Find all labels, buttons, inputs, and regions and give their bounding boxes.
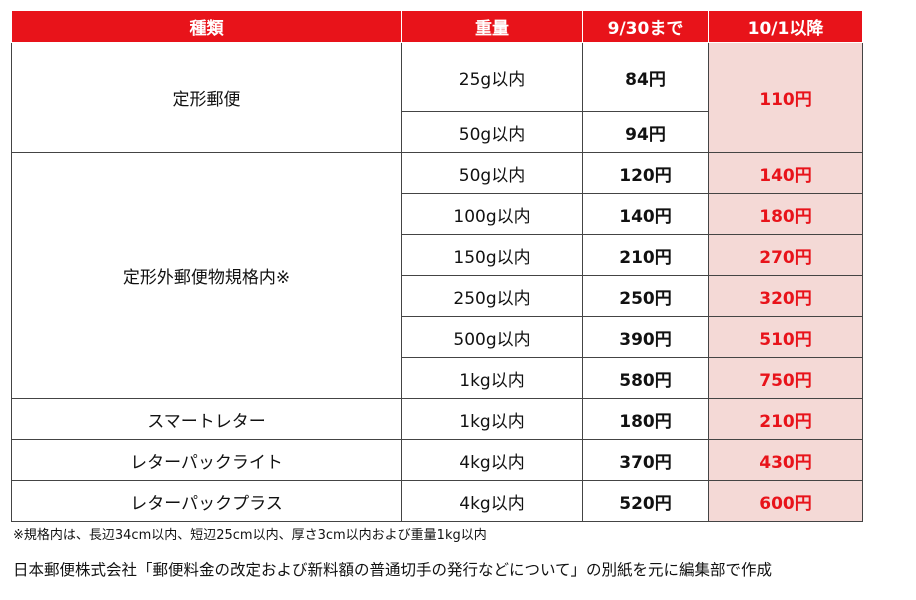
table-row: 1kg以内 580円 750円: [12, 357, 863, 399]
weight-cell: 4kg以内: [401, 480, 583, 522]
table-row: スマートレター 1kg以内 180円 210円: [11, 398, 863, 440]
weight-cell: 50g以内: [401, 111, 583, 153]
weight-cell: 1kg以内: [401, 357, 583, 399]
postage-rate-table: 種類 重量 9/30まで 10/1以降 定形郵便 25g以内 84円 110円 …: [11, 10, 863, 522]
old-price-cell: 84円: [582, 42, 709, 112]
table-row: レターパックライト 4kg以内 370円 430円: [11, 439, 863, 481]
type-cell: スマートレター: [11, 398, 402, 440]
weight-cell: 500g以内: [401, 316, 583, 358]
table-row: 500g以内 390円 510円: [12, 316, 863, 358]
new-price-cell: 270円: [708, 234, 863, 276]
old-price-cell: 140円: [582, 193, 709, 235]
new-price-cell: 750円: [708, 357, 863, 399]
new-price-cell: 320円: [708, 275, 863, 317]
new-price-cell: 510円: [708, 316, 863, 358]
new-price-cell: 600円: [708, 480, 863, 522]
old-price-cell: 120円: [582, 152, 709, 194]
weight-cell: 1kg以内: [401, 398, 583, 440]
table-row: 50g以内 94円: [12, 111, 863, 153]
header-weight: 重量: [401, 10, 583, 43]
old-price-cell: 250円: [582, 275, 709, 317]
old-price-cell: 210円: [582, 234, 709, 276]
old-price-cell: 94円: [582, 111, 709, 153]
old-price-cell: 180円: [582, 398, 709, 440]
table-header-row: 種類 重量 9/30まで 10/1以降: [11, 10, 863, 43]
table-row: 100g以内 140円 180円: [12, 193, 863, 235]
header-type: 種類: [11, 10, 402, 43]
weight-cell: 50g以内: [401, 152, 583, 194]
source-credit: 日本郵便株式会社「郵便料金の改定および新料額の普通切手の発行などについて」の別紙…: [13, 561, 773, 579]
weight-cell: 150g以内: [401, 234, 583, 276]
header-from-oct1: 10/1以降: [708, 10, 863, 43]
header-until-sep30: 9/30まで: [582, 10, 709, 43]
old-price-cell: 370円: [582, 439, 709, 481]
table-row: 150g以内 210円 270円: [12, 234, 863, 276]
footnote: ※規格内は、長辺34cm以内、短辺25cm以内、厚さ3cm以内および重量1kg以…: [13, 528, 487, 543]
old-price-cell: 520円: [582, 480, 709, 522]
new-price-cell: 180円: [708, 193, 863, 235]
type-cell: レターパックライト: [11, 439, 402, 481]
new-price-cell: 140円: [708, 152, 863, 194]
table-row: 定形郵便 25g以内 84円 110円: [11, 42, 863, 153]
weight-cell: 25g以内: [401, 42, 583, 112]
new-price-cell: 210円: [708, 398, 863, 440]
type-cell: レターパックプラス: [11, 480, 402, 522]
table-row: 定形外郵便物規格内※ 50g以内 120円 140円: [11, 152, 863, 399]
weight-cell: 4kg以内: [401, 439, 583, 481]
old-price-cell: 580円: [582, 357, 709, 399]
type-cell: 定形外郵便物規格内※: [11, 152, 402, 399]
new-price-cell: 430円: [708, 439, 863, 481]
weight-cell: 250g以内: [401, 275, 583, 317]
table-row: 250g以内 250円 320円: [12, 275, 863, 317]
type-cell: 定形郵便: [11, 42, 402, 153]
table-row: レターパックプラス 4kg以内 520円 600円: [11, 480, 863, 522]
old-price-cell: 390円: [582, 316, 709, 358]
new-price-cell: 110円: [708, 42, 863, 153]
weight-cell: 100g以内: [401, 193, 583, 235]
